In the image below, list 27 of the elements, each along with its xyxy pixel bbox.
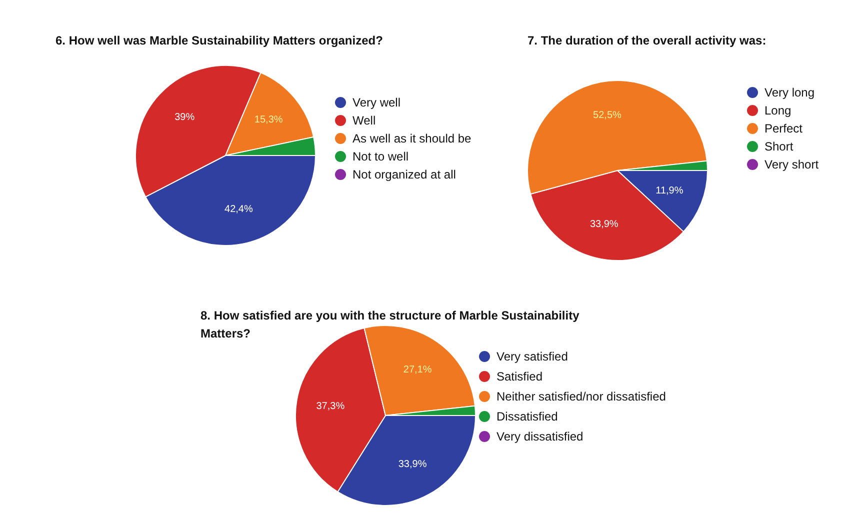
- data-label: 27,1%: [403, 364, 432, 376]
- legend-label: Long: [764, 104, 792, 118]
- data-label: 37,3%: [316, 401, 345, 412]
- data-label: 11,9%: [656, 185, 684, 196]
- legend-label: Very well: [352, 96, 401, 110]
- legend-label: Short: [764, 140, 794, 154]
- legend-label: Very dissatisfied: [496, 430, 584, 444]
- data-label: 15,3%: [254, 114, 283, 126]
- chart-title: 8. How satisfied are you with the structure of Marble Sustainability Matters?: [200, 308, 580, 340]
- legend-label: Well: [352, 114, 376, 128]
- chart-title: 7. The duration of the overall activity was:: [528, 34, 766, 48]
- data-label: 33,9%: [398, 458, 427, 470]
- legend-label: Perfect: [764, 122, 804, 136]
- legend-label: Neither satisfied/nor dissatisfied: [496, 390, 666, 404]
- legend-label: As well as it should be: [352, 132, 472, 146]
- legend-label: Not organized at all: [352, 168, 456, 182]
- data-label: 39%: [174, 112, 195, 124]
- data-label: 42,4%: [224, 204, 253, 216]
- legend-label: Very short: [764, 158, 820, 172]
- legend-label: Very long: [764, 86, 815, 100]
- data-label: 33,9%: [590, 219, 618, 230]
- chart-title: 6. How well was Marble Sustainability Matters organized?: [56, 34, 383, 48]
- data-label: 52,5%: [593, 110, 622, 122]
- legend-label: Dissatisfied: [496, 410, 558, 424]
- legend-label: Very satisfied: [496, 350, 568, 364]
- legend-label: Not to well: [352, 150, 409, 164]
- legend-label: Satisfied: [496, 370, 543, 384]
